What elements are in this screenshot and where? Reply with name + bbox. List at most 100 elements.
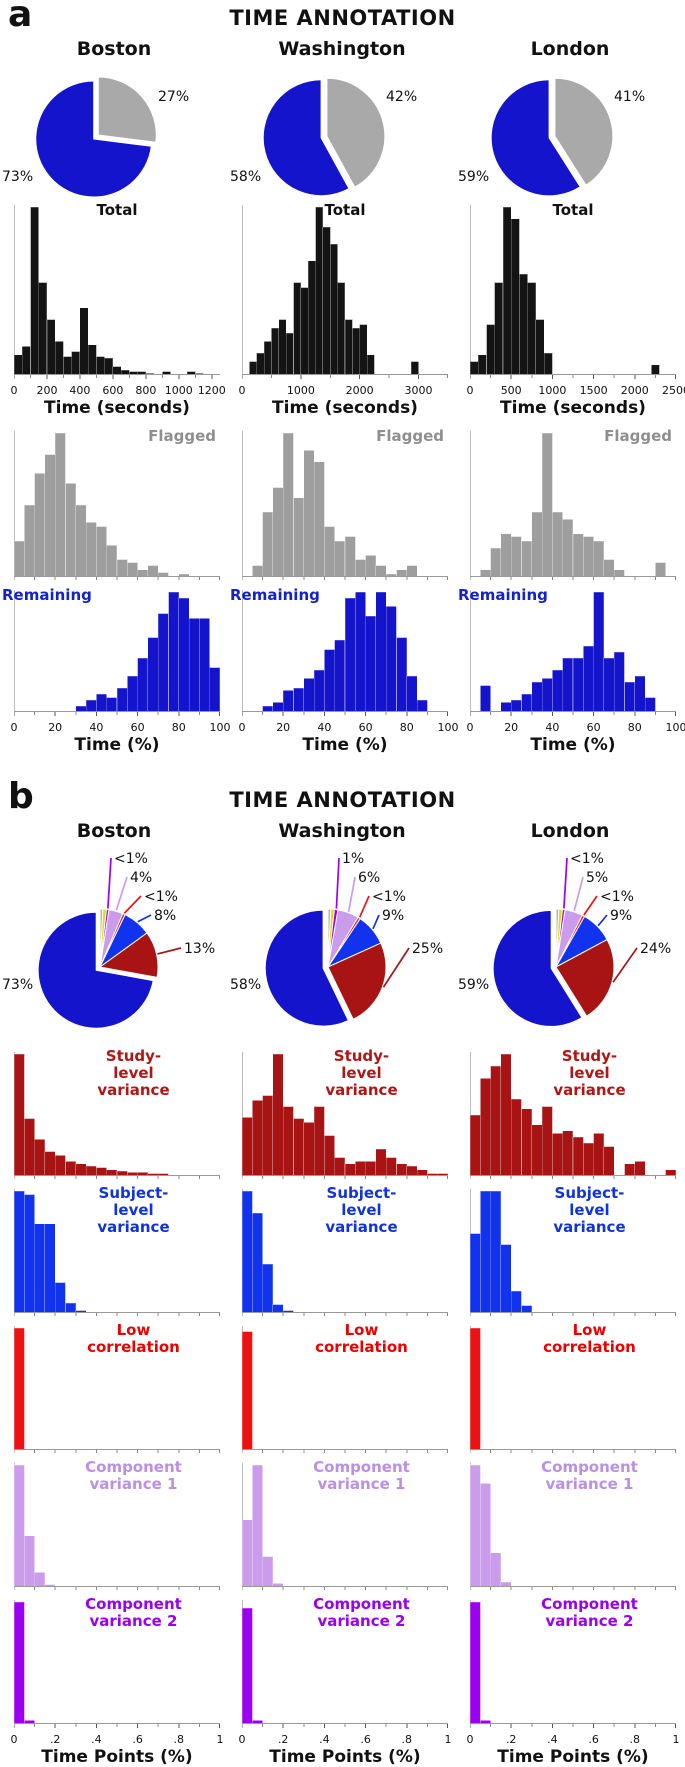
histogram-svg xyxy=(469,431,676,580)
histogram-component-variance-1: Component variance 1 xyxy=(469,1458,676,1596)
histogram-title: Component variance 1 xyxy=(541,1458,638,1493)
histogram-bar xyxy=(46,319,56,376)
histogram-title: Remaining xyxy=(2,586,92,604)
histogram-title: Subject-level variance xyxy=(325,1184,398,1236)
histogram-bar xyxy=(252,1100,263,1177)
histogram-bar xyxy=(293,1118,305,1177)
histogram-bar xyxy=(324,649,336,713)
city-title: Washington xyxy=(278,38,406,60)
histogram-bar xyxy=(54,341,64,376)
axis-tick-label: 1 xyxy=(216,1733,224,1746)
axis-tick-labels: 0 1000 2000 3000 xyxy=(238,384,448,398)
axis-tick-label: 0 xyxy=(238,384,246,397)
histogram-bar xyxy=(593,1133,605,1177)
histogram-bar xyxy=(344,536,356,578)
axis-tick-label: 80 xyxy=(171,721,186,734)
histogram-bar xyxy=(54,1154,66,1177)
axis-tick-label: .8 xyxy=(629,1733,641,1746)
panel-a-label: a xyxy=(8,0,33,35)
pie-chart: <1% 5% <1% 9% 24% 59% xyxy=(458,851,671,1027)
axis-tick-label: .2 xyxy=(505,1733,517,1746)
axis-tick-label: .6 xyxy=(588,1733,599,1746)
axis-tick-label: 1000 xyxy=(164,384,193,397)
histogram-title: Remaining xyxy=(458,586,548,604)
axis-tick-label: 100 xyxy=(209,721,231,734)
histogram-title: Study-level variance xyxy=(553,1047,626,1099)
histogram-bar xyxy=(480,1190,491,1314)
histogram-bar xyxy=(252,1464,263,1588)
axis-tick-label: 20 xyxy=(504,721,519,734)
histogram-bar xyxy=(480,1482,491,1588)
axis-tick-label: 60 xyxy=(586,721,601,734)
histogram-bar xyxy=(375,1148,387,1177)
pie-chart: 1% 6% <1% 9% 25% 58% xyxy=(230,851,443,1027)
pie-label: <1% xyxy=(600,889,634,905)
histogram-low-correlation: Low correlation xyxy=(13,1321,220,1459)
histogram-bar xyxy=(282,432,294,578)
histogram-bar xyxy=(24,1118,35,1177)
histogram-bar xyxy=(613,651,625,713)
histogram-svg xyxy=(469,205,676,379)
histogram-bar xyxy=(572,1136,584,1177)
pie-label: <1% xyxy=(372,889,406,905)
city-title: London xyxy=(530,38,610,60)
histogram-bar xyxy=(469,1464,481,1588)
histogram-bar xyxy=(469,1601,481,1725)
histogram-bar xyxy=(552,511,564,578)
histogram-title: Subject-level variance xyxy=(97,1184,170,1236)
histogram-bar xyxy=(410,361,419,376)
histogram-bar xyxy=(34,1223,46,1314)
pie-slice-flagged xyxy=(554,77,614,186)
histogram-bar xyxy=(500,1053,512,1177)
histogram-bar xyxy=(272,1304,284,1314)
histogram-bar xyxy=(562,657,574,713)
histogram-bar xyxy=(543,352,553,376)
histogram-remaining: Remaining 0 20 40 60 80 100 Time (%) xyxy=(230,586,459,758)
axis-tick-label: 0 xyxy=(466,721,474,734)
histogram-bar xyxy=(510,1290,522,1314)
histogram-bar xyxy=(334,540,346,578)
axis-tick-label: .2 xyxy=(49,1733,61,1746)
histogram-bar xyxy=(583,536,594,578)
histogram-bar xyxy=(603,559,615,578)
histogram-bar xyxy=(375,565,387,578)
histogram-bar xyxy=(249,361,258,376)
histogram-bar xyxy=(521,693,533,713)
pie-label: 8% xyxy=(154,908,176,924)
histogram-bar xyxy=(44,1223,56,1314)
histogram-bar xyxy=(313,1106,325,1177)
histogram-remaining: Remaining 0 20 40 60 80 100 Time (%) xyxy=(458,586,685,758)
axis-tick-label: 800 xyxy=(135,384,157,397)
pie-label: 9% xyxy=(382,908,404,924)
histogram-svg xyxy=(469,1463,676,1590)
histogram-bar xyxy=(96,693,108,713)
histogram-svg xyxy=(13,590,221,716)
axis-tick-label: 0 xyxy=(238,1733,246,1746)
histogram-bar xyxy=(293,687,305,713)
histogram-bar xyxy=(469,1327,481,1451)
histogram-bar xyxy=(624,681,636,713)
panel-gap xyxy=(0,760,685,782)
pie-label: 73% xyxy=(2,977,33,993)
histogram-study-level-variance: Study-level variance xyxy=(469,1047,677,1185)
histogram-svg xyxy=(13,205,220,379)
histogram-bar xyxy=(344,597,356,713)
histogram-bar xyxy=(521,1108,533,1177)
histogram-bar xyxy=(375,591,387,713)
pie-label-leader xyxy=(358,895,370,918)
histogram-bar xyxy=(469,1114,481,1177)
axis-tick-label: .8 xyxy=(173,1733,185,1746)
histogram-title: Component variance 2 xyxy=(313,1595,410,1630)
histogram-bar xyxy=(96,1167,108,1177)
pie-label-leader xyxy=(583,895,598,916)
histogram-bar xyxy=(359,324,368,376)
histogram-title: Component variance 2 xyxy=(541,1595,638,1630)
pie-label-leader xyxy=(597,914,608,927)
pie-label-leader xyxy=(573,876,584,912)
axis-tick-label: 40 xyxy=(89,721,104,734)
histogram-bar xyxy=(519,273,528,376)
pie-label-leader xyxy=(347,876,356,912)
histogram-bar xyxy=(65,1161,77,1177)
histogram-bar xyxy=(44,1151,56,1177)
histogram-title: Low correlation xyxy=(87,1321,180,1356)
